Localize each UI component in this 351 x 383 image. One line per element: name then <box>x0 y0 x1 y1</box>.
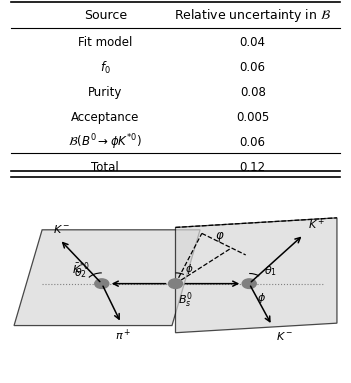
Text: 0.12: 0.12 <box>240 161 266 173</box>
Text: $\phi$: $\phi$ <box>185 262 193 276</box>
Circle shape <box>95 279 109 288</box>
Text: 0.06: 0.06 <box>240 61 266 74</box>
Text: $\bar{K}^{*0}$: $\bar{K}^{*0}$ <box>72 260 90 277</box>
Text: $B_s^0$: $B_s^0$ <box>178 291 193 311</box>
Text: $\theta_2$: $\theta_2$ <box>74 267 86 280</box>
Text: Total: Total <box>91 161 119 173</box>
Text: $f_0$: $f_0$ <box>100 59 111 76</box>
Text: $\pi^+$: $\pi^+$ <box>115 327 131 343</box>
Text: 0.04: 0.04 <box>240 36 266 49</box>
Text: $\mathcal{B}(B^0 \rightarrow \phi K^{*0})$: $\mathcal{B}(B^0 \rightarrow \phi K^{*0}… <box>68 133 142 152</box>
Text: $K^-$: $K^-$ <box>53 223 70 235</box>
Text: 0.08: 0.08 <box>240 86 266 99</box>
Text: $\phi$: $\phi$ <box>257 291 266 305</box>
Text: Source: Source <box>84 9 127 22</box>
Text: Purity: Purity <box>88 86 122 99</box>
Text: Acceptance: Acceptance <box>71 111 139 124</box>
Text: $\varphi$: $\varphi$ <box>214 231 224 244</box>
Polygon shape <box>14 230 200 326</box>
Text: $\theta_1$: $\theta_1$ <box>264 265 277 278</box>
Text: $K^-$: $K^-$ <box>276 330 293 342</box>
Text: 0.06: 0.06 <box>240 136 266 149</box>
Circle shape <box>168 279 183 288</box>
Text: $K^+$: $K^+$ <box>308 216 325 232</box>
Text: Fit model: Fit model <box>78 36 132 49</box>
Text: 0.005: 0.005 <box>236 111 269 124</box>
Polygon shape <box>176 218 337 333</box>
Text: Relative uncertainty in $\mathcal{B}$: Relative uncertainty in $\mathcal{B}$ <box>174 7 331 24</box>
Circle shape <box>242 279 256 288</box>
